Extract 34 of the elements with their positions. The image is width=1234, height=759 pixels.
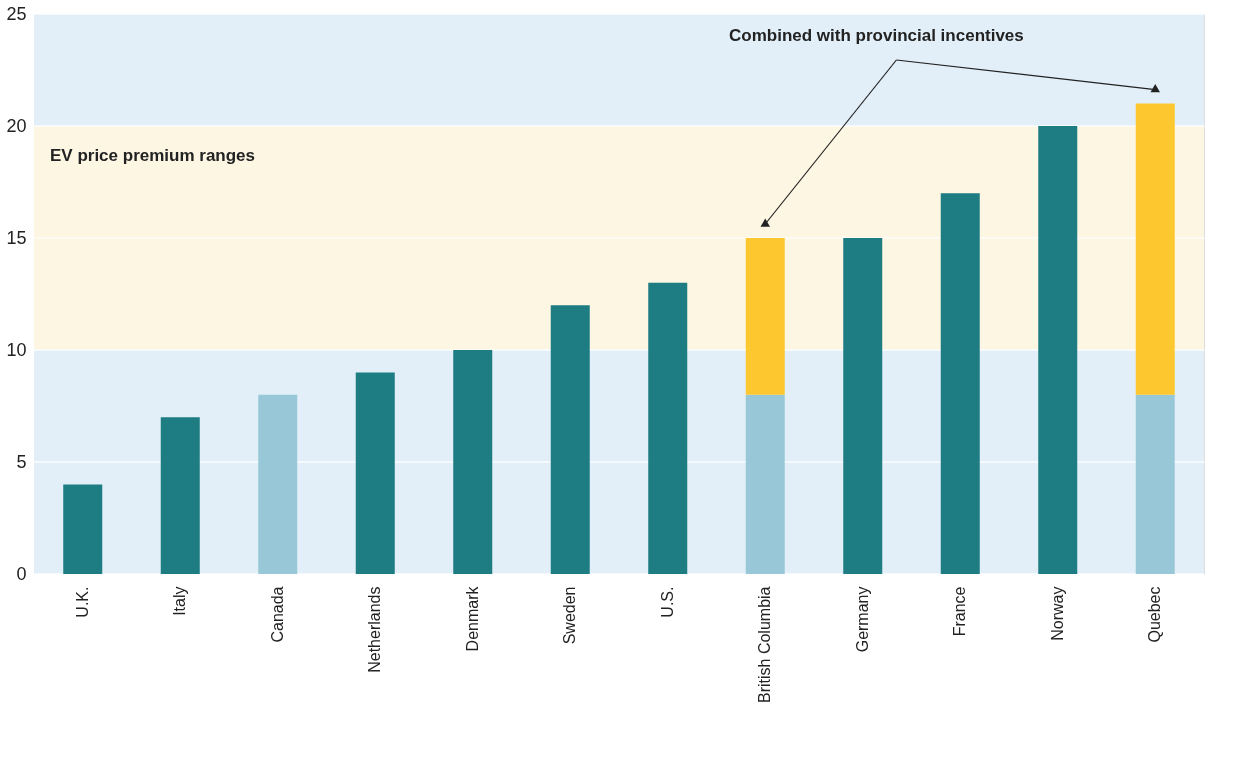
- x-tick-label: Denmark: [463, 585, 481, 652]
- y-tick-label: 10: [6, 339, 27, 360]
- y-tick-label: 15: [6, 227, 27, 248]
- y-tick-label: 20: [6, 115, 27, 136]
- x-tick-label: Netherlands: [366, 586, 384, 673]
- bar: [745, 238, 785, 395]
- x-tick-label: Norway: [1048, 586, 1066, 641]
- bar: [1135, 103, 1175, 395]
- x-tick-label: U.S.: [658, 586, 676, 618]
- bar: [355, 372, 395, 574]
- y-tick-label: 25: [6, 3, 27, 24]
- bar: [160, 417, 200, 574]
- y-tick-label: 5: [16, 451, 27, 472]
- bar: [258, 394, 298, 574]
- bar: [648, 282, 688, 574]
- bar: [453, 350, 493, 574]
- x-tick-label: Germany: [853, 586, 871, 653]
- x-tick-label: British Columbia: [756, 586, 774, 703]
- x-tick-label: Italy: [171, 586, 189, 616]
- x-tick-label: Sweden: [561, 586, 579, 645]
- bar: [550, 305, 590, 574]
- band-label: EV price premium ranges: [50, 146, 256, 165]
- bar: [63, 484, 103, 574]
- bar: [745, 394, 785, 574]
- bar: [1038, 126, 1078, 574]
- bar: [940, 193, 980, 574]
- annotation: Combined with provincial incentives: [729, 26, 1024, 45]
- x-tick-label: Canada: [268, 586, 286, 643]
- x-tick-label: France: [951, 586, 969, 637]
- bar: [1135, 394, 1175, 574]
- x-tick-label: Quebec: [1146, 586, 1164, 643]
- y-tick-label: 0: [16, 563, 27, 584]
- bar: [843, 238, 883, 574]
- x-tick-label: U.K.: [73, 586, 91, 618]
